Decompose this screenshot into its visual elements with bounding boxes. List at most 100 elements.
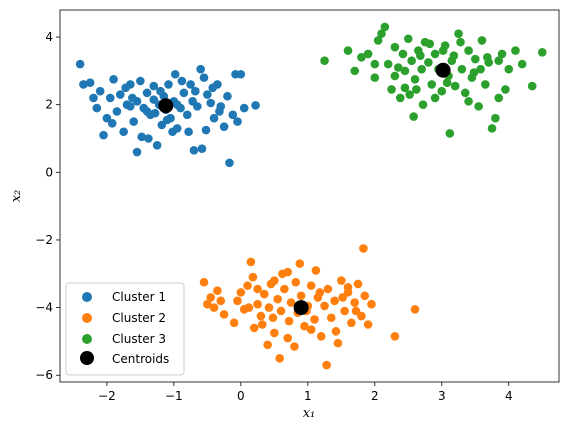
cluster-1-point xyxy=(115,90,125,99)
cluster-1-point xyxy=(184,127,193,137)
x-tick-label: 4 xyxy=(505,389,513,403)
cluster-2-point xyxy=(338,293,347,302)
cluster-3-point xyxy=(383,59,393,69)
cluster-1-point xyxy=(109,75,118,84)
cluster-3-point xyxy=(469,68,479,77)
cluster-3-point xyxy=(363,49,373,59)
cluster-2-point xyxy=(243,281,252,290)
cluster-2-point xyxy=(306,325,316,334)
cluster-2-point xyxy=(291,277,301,287)
cluster-3-point xyxy=(494,56,504,66)
cluster-2-point xyxy=(249,323,259,333)
legend-marker-centroids xyxy=(80,351,94,365)
cluster-3-point xyxy=(416,51,425,60)
cluster-1-point xyxy=(128,93,137,103)
cluster-2-point xyxy=(284,316,294,326)
centroid-point xyxy=(435,62,451,78)
cluster-2-point xyxy=(219,310,229,319)
cluster-2-point xyxy=(340,306,349,316)
cluster-1-point xyxy=(179,88,189,98)
cluster-3-point xyxy=(425,39,435,49)
legend: Cluster 1 Cluster 2 Cluster 3 Centroids xyxy=(65,282,185,376)
legend-label-cluster-1: Cluster 1 xyxy=(112,290,166,304)
centroid-point xyxy=(158,98,174,114)
cluster-3-point xyxy=(343,46,353,55)
data-points-layer xyxy=(75,22,547,370)
cluster-2-point xyxy=(300,321,309,331)
cluster-3-point xyxy=(456,37,465,47)
cluster-1-point xyxy=(144,134,153,143)
cluster-2-point xyxy=(311,266,321,275)
cluster-2-point xyxy=(268,313,278,323)
y-tick-label: −6 xyxy=(35,368,53,382)
cluster-2-point xyxy=(330,296,339,306)
cluster-3-point xyxy=(464,97,473,106)
cluster-1-point xyxy=(150,108,160,118)
cluster-2-point xyxy=(275,354,284,363)
cluster-1-point xyxy=(236,69,246,79)
cluster-3-point xyxy=(387,85,396,94)
cluster-2-point xyxy=(320,301,329,311)
cluster-3-point xyxy=(403,34,413,44)
cluster-1-point xyxy=(201,125,211,135)
cluster-3-point xyxy=(497,49,507,59)
legend-label-cluster-3: Cluster 3 xyxy=(112,332,166,346)
cluster-2-point xyxy=(296,291,306,301)
cluster-2-point xyxy=(283,333,293,343)
cluster-1-point xyxy=(209,113,219,123)
cluster-1-point xyxy=(126,102,135,111)
cluster-2-point xyxy=(315,288,325,297)
cluster-1-point xyxy=(137,132,147,142)
cluster-1-point xyxy=(186,80,195,89)
y-axis-ticks: −6 −4 −2 0 2 4 xyxy=(35,30,60,382)
cluster-1-point xyxy=(95,86,105,96)
cluster-3-point xyxy=(430,93,440,103)
cluster-2-point xyxy=(280,284,289,294)
cluster-1-point xyxy=(119,127,128,137)
cluster-1-point xyxy=(223,91,232,101)
plot-frame xyxy=(59,9,560,383)
cluster-2-point xyxy=(347,318,356,328)
cluster-2-point xyxy=(323,284,333,294)
cluster-1-point xyxy=(170,69,180,79)
cluster-1-point xyxy=(157,120,167,130)
legend-marker-cluster-1 xyxy=(82,292,92,302)
x-tick-label: 1 xyxy=(304,389,312,403)
y-tick-label: 2 xyxy=(45,98,53,112)
cluster-3-point xyxy=(370,73,380,82)
cluster-3-point xyxy=(527,81,537,91)
cluster-1-point xyxy=(190,86,200,96)
cluster-1-point xyxy=(149,81,159,91)
cluster-1-point xyxy=(177,76,187,86)
cluster-3-point xyxy=(390,71,400,81)
cluster-3-point xyxy=(470,54,480,64)
cluster-2-point xyxy=(229,318,239,328)
cluster-2-point xyxy=(390,332,400,341)
centroid-point xyxy=(293,300,309,316)
cluster-3-point xyxy=(460,88,470,98)
cluster-2-point xyxy=(357,311,366,321)
cluster-3-point xyxy=(454,29,463,38)
cluster-3-point xyxy=(390,42,400,52)
cluster-3-point xyxy=(427,80,437,89)
cluster-3-point xyxy=(474,102,483,111)
cluster-2-point xyxy=(270,328,279,338)
cluster-1-point xyxy=(168,127,177,137)
cluster-3-point xyxy=(517,59,527,69)
cluster-3-point xyxy=(412,85,421,94)
cluster-1-point xyxy=(172,100,182,109)
y-tick-label: −2 xyxy=(35,233,53,247)
cluster-1-point xyxy=(107,118,117,128)
cluster-2-point xyxy=(337,276,346,285)
cluster-2-point xyxy=(248,272,258,282)
cluster-2-point xyxy=(203,299,212,309)
cluster-1-point xyxy=(132,147,142,157)
cluster-2-point xyxy=(360,291,370,301)
x-tick-label: 2 xyxy=(371,389,379,403)
cluster-3-point xyxy=(464,46,473,55)
cluster-3-point xyxy=(400,83,410,93)
cluster-3-point xyxy=(407,56,416,66)
x-axis-label: x₁ xyxy=(303,406,316,421)
cluster-2-point xyxy=(257,320,267,329)
cluster-2-point xyxy=(310,315,319,324)
